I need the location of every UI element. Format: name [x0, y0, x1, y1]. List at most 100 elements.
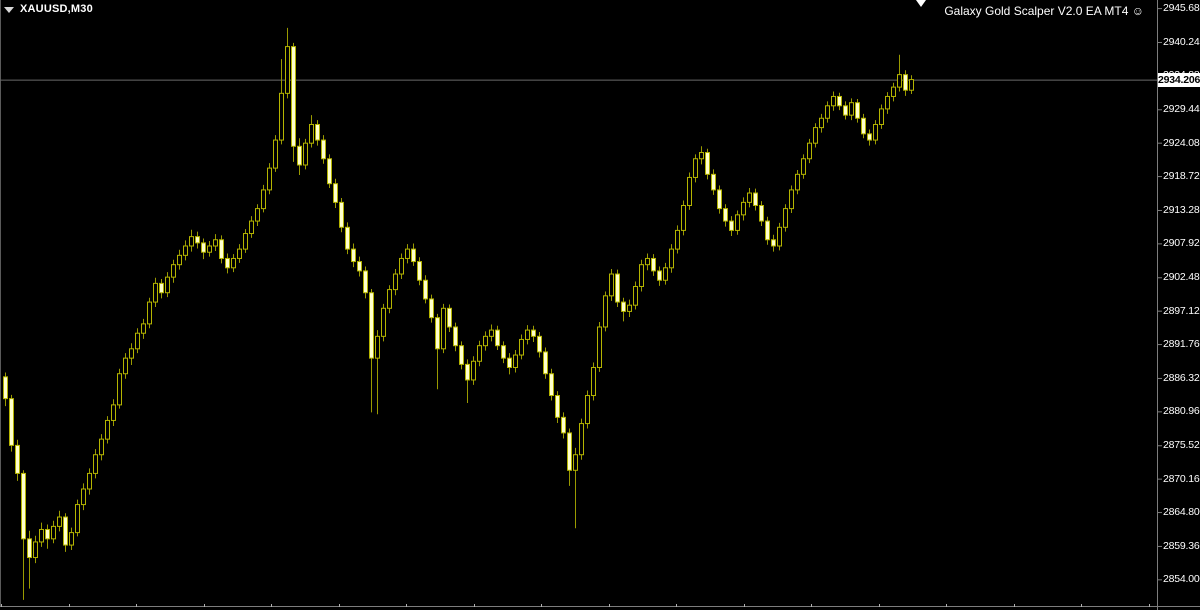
- candle: [315, 123, 320, 141]
- candle: [333, 183, 338, 203]
- candle: [327, 158, 332, 185]
- candle: [663, 267, 668, 281]
- candle: [369, 292, 374, 359]
- candle: [573, 454, 578, 471]
- candle: [645, 257, 650, 266]
- candle: [171, 264, 176, 278]
- candle: [651, 257, 656, 272]
- candle: [843, 105, 848, 116]
- candle: [603, 295, 608, 328]
- candle: [495, 329, 500, 347]
- candle: [615, 273, 620, 303]
- candle: [699, 152, 704, 160]
- candle: [501, 345, 506, 359]
- candle: [771, 239, 776, 247]
- candle: [591, 366, 596, 397]
- candle: [687, 176, 692, 206]
- candle: [393, 273, 398, 291]
- candle: [231, 257, 236, 269]
- candle: [735, 214, 740, 231]
- candle: [837, 95, 842, 107]
- candle: [87, 472, 92, 490]
- candle: [147, 301, 152, 325]
- candle: [165, 276, 170, 294]
- candle: [225, 257, 230, 269]
- candle: [63, 516, 68, 546]
- candle: [261, 189, 266, 210]
- candle: [807, 142, 812, 160]
- candle: [123, 357, 128, 375]
- candle: [639, 264, 644, 287]
- candle: [117, 373, 122, 406]
- candle: [561, 416, 566, 434]
- candle: [489, 329, 494, 337]
- candle: [9, 398, 14, 446]
- candle: [57, 516, 62, 527]
- candle: [405, 248, 410, 259]
- candle: [45, 528, 50, 540]
- candle: [891, 86, 896, 97]
- candle: [207, 245, 212, 253]
- candle: [183, 245, 188, 256]
- candle: [465, 363, 470, 381]
- candle: [447, 307, 452, 328]
- candle: [201, 242, 206, 253]
- candle: [33, 541, 38, 559]
- candle: [213, 239, 218, 247]
- candle: [579, 423, 584, 456]
- current-price-badge: 2934.206: [1158, 72, 1200, 87]
- candle: [411, 248, 416, 263]
- symbol-timeframe-label: XAUUSD,M30: [4, 3, 93, 15]
- candle: [741, 201, 746, 216]
- candle: [483, 335, 488, 347]
- candle: [555, 395, 560, 418]
- candle: [351, 248, 356, 263]
- candle: [381, 307, 386, 337]
- candle: [711, 173, 716, 191]
- candle: [189, 236, 194, 247]
- candle: [819, 117, 824, 129]
- candle: [729, 220, 734, 231]
- candle: [303, 142, 308, 166]
- candle: [345, 226, 350, 250]
- candle: [537, 335, 542, 353]
- candle: [825, 105, 830, 119]
- candle: [885, 95, 890, 110]
- candle: [723, 208, 728, 222]
- candle: [417, 261, 422, 281]
- candle: [621, 301, 626, 312]
- candle: [177, 254, 182, 266]
- chevron-down-icon[interactable]: [4, 6, 14, 13]
- candle: [453, 326, 458, 347]
- candle: [357, 261, 362, 272]
- candle: [627, 304, 632, 312]
- symbol-label-text: XAUUSD,M30: [20, 3, 93, 15]
- candle: [681, 204, 686, 231]
- candle: [243, 233, 248, 250]
- candle: [249, 220, 254, 235]
- signal-arrow-icon: [916, 0, 926, 7]
- candle: [717, 189, 722, 210]
- candle: [471, 360, 476, 381]
- candle: [153, 282, 158, 303]
- candle: [135, 332, 140, 350]
- candle: [255, 208, 260, 222]
- candle: [339, 201, 344, 228]
- candle: [3, 376, 8, 400]
- candle: [93, 454, 98, 474]
- candle: [693, 158, 698, 178]
- candle: [309, 123, 314, 144]
- candle: [543, 351, 548, 375]
- candle: [387, 289, 392, 309]
- candle: [321, 139, 326, 160]
- candle: [759, 204, 764, 222]
- candle: [849, 102, 854, 116]
- candle: [15, 444, 20, 474]
- candle: [219, 239, 224, 259]
- candle: [705, 152, 710, 175]
- candle: [51, 525, 56, 540]
- candle: [111, 404, 116, 421]
- candle: [525, 329, 530, 340]
